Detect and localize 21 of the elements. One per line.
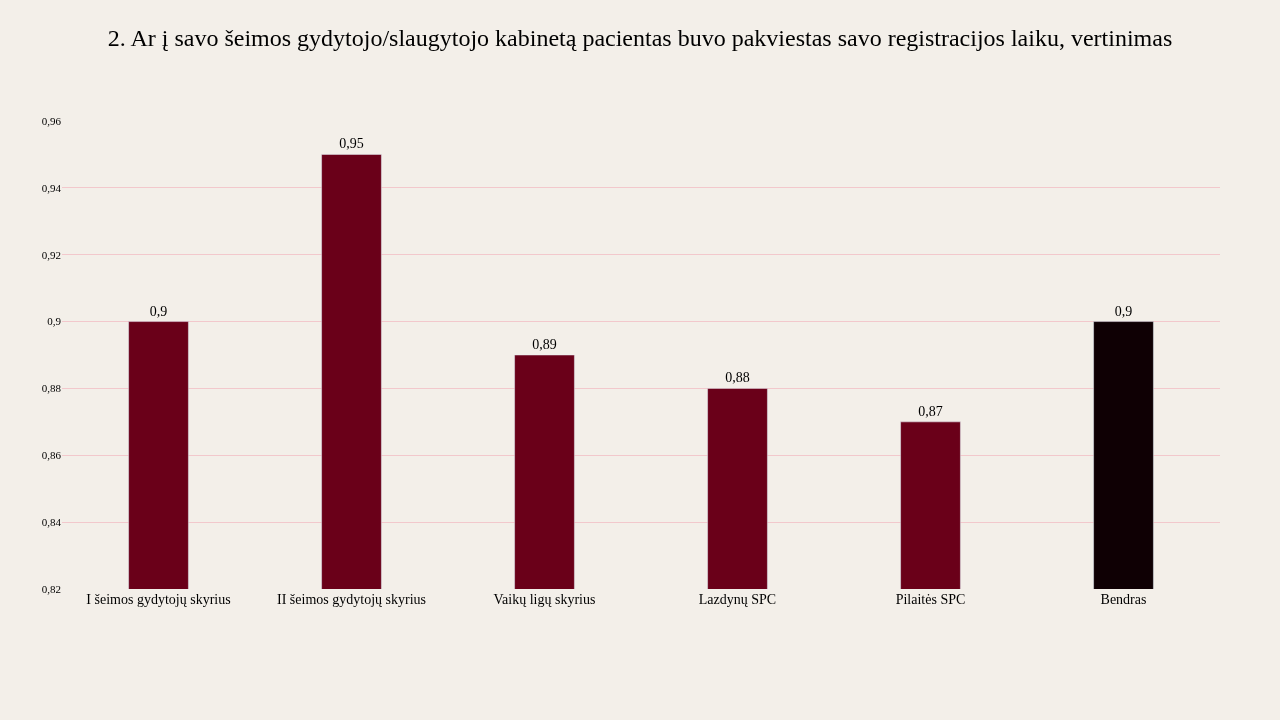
y-tick-label: 0,84 xyxy=(41,515,62,528)
y-tick-label: 0,94 xyxy=(41,181,62,194)
data-label: 0,88 xyxy=(725,370,750,386)
x-tick-label: I šeimos gydytojų skyrius xyxy=(86,592,231,607)
x-tick-label: Bendras xyxy=(1100,592,1147,607)
y-tick-label: 0,86 xyxy=(41,449,62,462)
x-tick-label: Lazdynų SPC xyxy=(698,592,777,607)
data-label: 0,9 xyxy=(149,303,168,319)
y-tick-label: 0,9 xyxy=(47,315,62,328)
x-tick-label: Vaikų ligų skyrius xyxy=(493,592,596,607)
x-tick-label: Pilaitės SPC xyxy=(895,592,966,607)
x-tick-label: II šeimos gydytojų skyrius xyxy=(277,592,426,607)
data-label: 0,89 xyxy=(532,337,557,352)
y-tick-label: 0,96 xyxy=(41,114,62,127)
data-label: 0,95 xyxy=(339,136,364,152)
data-label: 0,9 xyxy=(1114,303,1133,319)
chart-title: 2. Ar į savo šeimos gydytojo/slaugytojo kabinetą pacientas buvo pakviestas savo registracijos laiku, vertinimas xyxy=(107,24,1173,51)
y-tick-label: 0,92 xyxy=(41,248,61,261)
y-tick-label: 0,82 xyxy=(41,582,61,595)
data-label: 0,87 xyxy=(918,403,943,419)
y-tick-label: 0,88 xyxy=(41,382,62,395)
